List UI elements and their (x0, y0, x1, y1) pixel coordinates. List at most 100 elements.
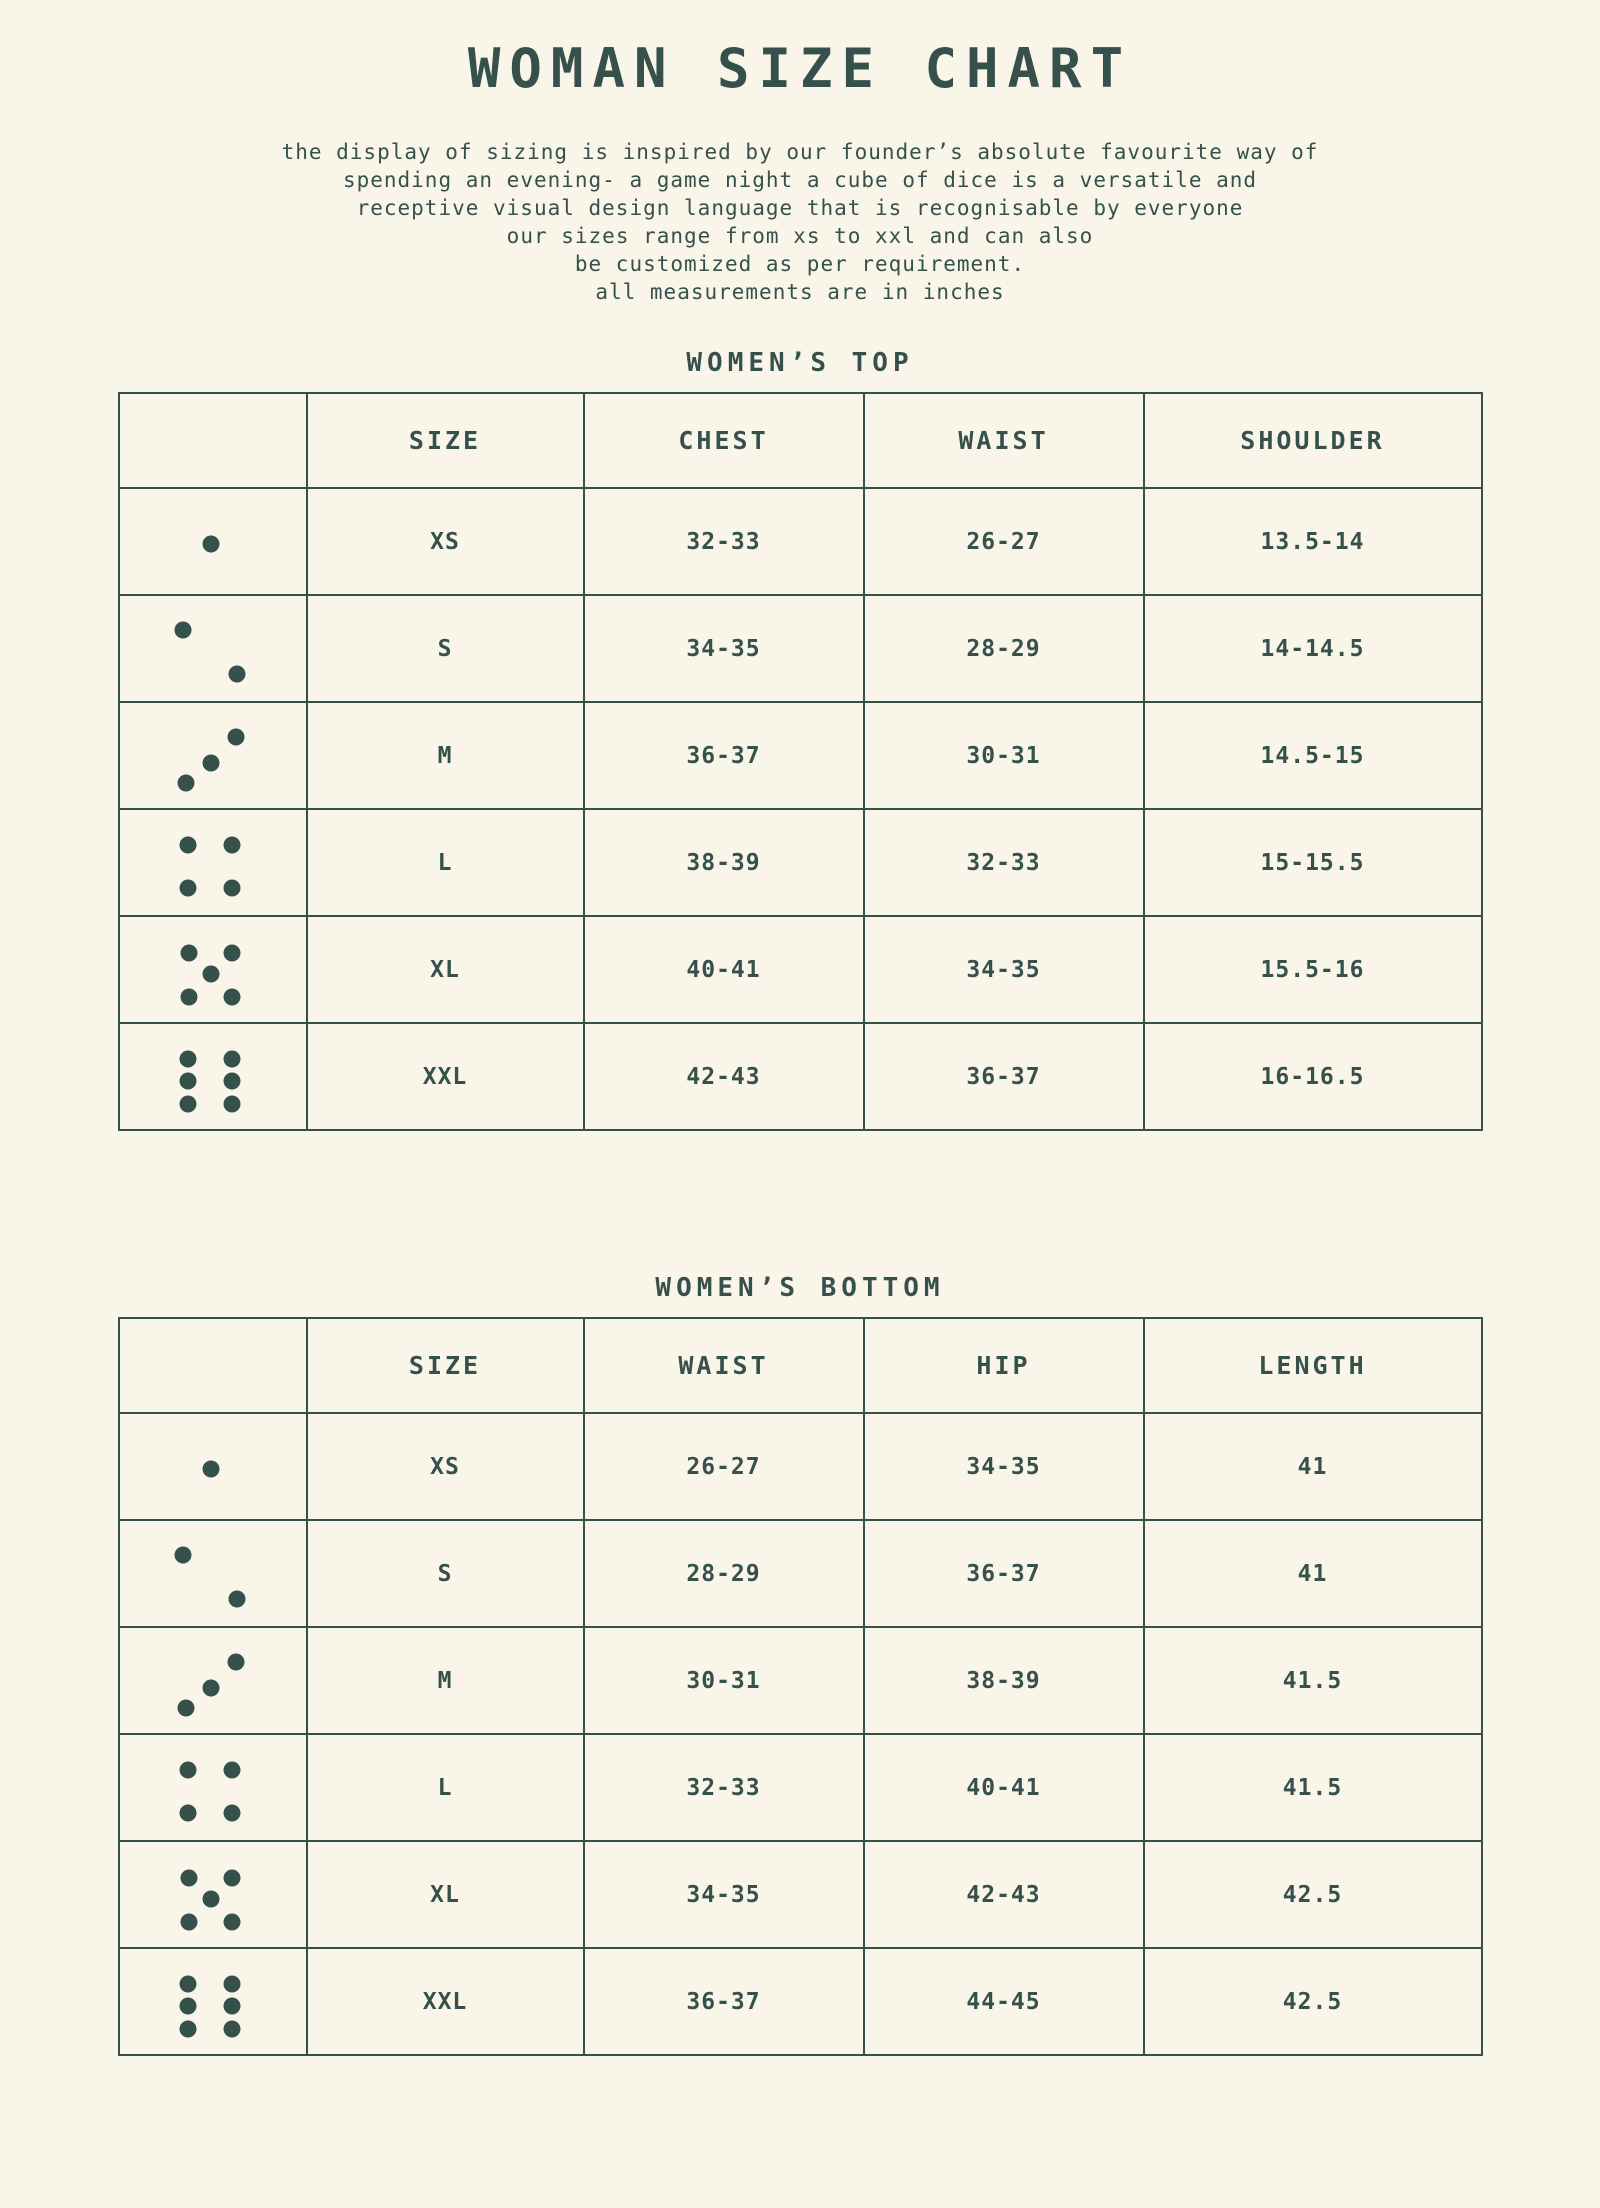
dice-dot (179, 2020, 196, 2037)
dice-cell (117, 701, 308, 810)
value-cell: 40-41 (582, 915, 865, 1024)
womens-top-section: WOMEN’S TOP SIZE CHEST WAIST SHOULDER XS 32-3… (0, 348, 1600, 1131)
table-row: XL 40-41 34-35 15.5-16 (117, 915, 1483, 1024)
value-cell: 41 (1142, 1412, 1483, 1521)
header-row: SIZE CHEST WAIST SHOULDER (117, 392, 1483, 489)
dice-dot (223, 1913, 240, 1930)
size-cell: XXL (305, 1947, 585, 2056)
size-cell: M (305, 701, 585, 810)
value-cell: 32-33 (862, 808, 1145, 917)
table-row: XXL 36-37 44-45 42.5 (117, 1947, 1483, 2056)
value-cell: 42.5 (1142, 1840, 1483, 1949)
value-cell: 14.5-15 (1142, 701, 1483, 810)
dice-dot (179, 879, 196, 896)
size-cell: L (305, 808, 585, 917)
dice-cell (117, 594, 308, 703)
value-cell: 32-33 (582, 1733, 865, 1842)
column-header: CHEST (582, 392, 865, 489)
dice-dot (179, 1997, 196, 2014)
value-cell: 38-39 (582, 808, 865, 917)
value-cell: 41 (1142, 1519, 1483, 1628)
dice-6-icon (120, 1024, 306, 1129)
value-cell: 30-31 (862, 701, 1145, 810)
column-header: LENGTH (1142, 1317, 1483, 1414)
dice-cell (117, 1519, 308, 1628)
dice-dot (223, 1072, 240, 1089)
table-row: XS 32-33 26-27 13.5-14 (117, 487, 1483, 596)
size-cell: S (305, 594, 585, 703)
size-cell: M (305, 1626, 585, 1735)
dice-dot (180, 988, 197, 1005)
dice-cell (117, 1840, 308, 1949)
womens-bottom-section: WOMEN’S BOTTOM SIZE WAIST HIP LENGTH XS 26-27… (0, 1273, 1600, 2056)
value-cell: 16-16.5 (1142, 1022, 1483, 1131)
dice-4-icon (120, 810, 306, 915)
dice-cell (117, 915, 308, 1024)
size-cell: XL (305, 915, 585, 1024)
value-cell: 15-15.5 (1142, 808, 1483, 917)
dice-dot (228, 1590, 245, 1607)
dice-dot (223, 1761, 240, 1778)
value-cell: 38-39 (862, 1626, 1145, 1735)
size-cell: XS (305, 487, 585, 596)
dice-cell (117, 487, 308, 596)
dice-dot (177, 1699, 194, 1716)
value-cell: 28-29 (582, 1519, 865, 1628)
dice-dot (180, 1869, 197, 1886)
dice-dot (223, 1095, 240, 1112)
dice-cell (117, 808, 308, 917)
section-heading-womens-bottom: WOMEN’S BOTTOM (655, 1273, 945, 1303)
table-row: L 32-33 40-41 41.5 (117, 1733, 1483, 1842)
dice-5-icon (120, 917, 306, 1022)
dice-dot (223, 879, 240, 896)
column-header: SIZE (305, 392, 585, 489)
intro-line: all measurements are in inches (595, 280, 1005, 304)
dice-dot (223, 988, 240, 1005)
value-cell: 34-35 (862, 1412, 1145, 1521)
page-title: WOMAN SIZE CHART (467, 37, 1133, 100)
value-cell: 34-35 (582, 1840, 865, 1949)
size-cell: L (305, 1733, 585, 1842)
table-row: XL 34-35 42-43 42.5 (117, 1840, 1483, 1949)
dice-dot (179, 1761, 196, 1778)
dice-dot (202, 754, 219, 771)
value-cell: 34-35 (862, 915, 1145, 1024)
size-cell: XXL (305, 1022, 585, 1131)
size-chart-page: WOMAN SIZE CHART the display of sizing i… (0, 40, 1600, 2056)
dice-dot (228, 665, 245, 682)
value-cell: 34-35 (582, 594, 865, 703)
column-header: SIZE (305, 1317, 585, 1414)
table-row: XXL 42-43 36-37 16-16.5 (117, 1022, 1483, 1131)
value-cell: 42-43 (862, 1840, 1145, 1949)
size-cell: XL (305, 1840, 585, 1949)
dice-3-icon (120, 703, 306, 808)
dice-dot (227, 728, 244, 745)
dice-dot (223, 1804, 240, 1821)
dice-1-icon (120, 1414, 306, 1519)
dice-dot (223, 1050, 240, 1067)
size-cell: S (305, 1519, 585, 1628)
table-row: S 28-29 36-37 41 (117, 1519, 1483, 1628)
value-cell: 41.5 (1142, 1626, 1483, 1735)
dice-dot (179, 836, 196, 853)
dice-dot (180, 944, 197, 961)
intro-line: be customized as per requirement. (574, 252, 1026, 276)
dice-6-icon (120, 1949, 306, 2054)
dice-dot (179, 1975, 196, 1992)
intro-text: the display of sizing is inspired by our… (0, 138, 1600, 306)
column-header: WAIST (582, 1317, 865, 1414)
dice-dot (223, 1975, 240, 1992)
table-row: L 38-39 32-33 15-15.5 (117, 808, 1483, 917)
value-cell: 13.5-14 (1142, 487, 1483, 596)
value-cell: 26-27 (582, 1412, 865, 1521)
table-row: M 36-37 30-31 14.5-15 (117, 701, 1483, 810)
dice-cell (117, 1733, 308, 1842)
womens-bottom-table: SIZE WAIST HIP LENGTH XS 26-27 34-35 41 S 28-29 36… (117, 1317, 1483, 2056)
value-cell: 28-29 (862, 594, 1145, 703)
dice-dot (179, 1095, 196, 1112)
dice-dot (179, 1072, 196, 1089)
dice-cell (117, 1947, 308, 2056)
dice-cell (117, 1412, 308, 1521)
value-cell: 14-14.5 (1142, 594, 1483, 703)
dice-dot (202, 1460, 219, 1477)
